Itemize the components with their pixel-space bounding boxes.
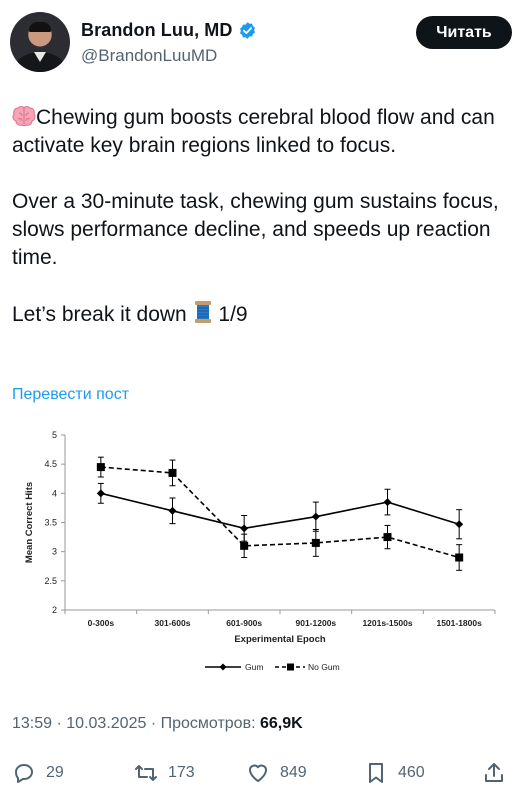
data-point-square [455,553,464,562]
x-tick-label: 301-600s [155,618,191,628]
data-point-diamond [383,498,392,507]
author-name-row: Brandon Luu, MD [81,20,257,41]
data-point-diamond [168,506,177,515]
data-point-diamond [311,512,320,521]
repost-count: 173 [168,764,195,781]
data-point-diamond [240,524,249,533]
thread-spool-emoji-icon [194,301,211,323]
meta-separator: · [56,715,62,732]
data-point-square [383,533,392,542]
avatar-shirt [16,52,64,72]
follow-button[interactable]: Читать [416,16,512,49]
share-button[interactable] [482,758,506,788]
chart-image[interactable]: 2 2.5 3 3.5 4 4.5 5 0-300s 301-600s 601-900s 901-1… [10,420,512,690]
views-count: 66,9K [259,715,303,732]
avatar[interactable] [10,12,70,72]
x-tick-label: 1201s-1500s [362,618,412,628]
heart-icon [249,764,267,782]
views-label: Просмотров: [160,715,256,732]
author-name[interactable]: Brandon Luu, MD [81,20,233,40]
series-line-1 [100,492,460,530]
avatar-collar [34,52,46,62]
x-tick-label: 1501-1800s [436,618,482,628]
y-axis-label: Mean Correct Hits [24,482,35,563]
x-tick-label: 601-900s [226,618,262,628]
bookmark-icon [369,763,383,783]
tweet-line-1: Chewing gum boosts cerebral blood flow a… [12,106,495,157]
tweet-paragraph-1: Chewing gum boosts cerebral blood flow a… [12,104,512,160]
like-button[interactable]: 849 [246,758,307,788]
repost-icon [135,765,157,781]
data-point-square [240,541,249,550]
y-tick-label: 2.5 [44,576,57,586]
share-icon [485,763,503,782]
tweet-text: Chewing gum boosts cerebral blood flow a… [12,104,512,357]
repost-button[interactable]: 173 [134,758,195,788]
tweet-line-2: Over a 30-minute task, chewing gum susta… [12,190,499,269]
legend-marker-no-gum [287,663,294,671]
tweet-paragraph-2: Over a 30-minute task, chewing gum susta… [12,188,512,272]
bookmark-count: 460 [398,764,425,781]
y-tick-label: 5 [52,430,57,440]
tweet-line-3: Let’s break it down [12,303,193,326]
data-point-square [96,463,105,472]
reply-count: 29 [46,764,64,781]
series-line-2 [100,466,460,559]
x-tick-label: 0-300s [88,618,115,628]
legend-label-gum: Gum [245,662,263,672]
reply-button[interactable]: 29 [12,758,64,788]
tweet-time[interactable]: 13:59 [12,715,53,732]
y-tick-label: 3.5 [44,518,57,528]
verified-badge-icon [240,22,256,39]
x-tick-label: 901-1200s [296,618,337,628]
y-tick-label: 4 [52,488,57,498]
legend-marker-gum [219,663,227,671]
legend-label-no-gum: No Gum [308,662,340,672]
brain-emoji-icon [12,106,36,127]
tweet-date[interactable]: 10.03.2025 [66,715,147,732]
data-point-diamond [96,489,105,498]
reply-icon [15,764,33,783]
y-tick-label: 2 [52,605,57,615]
tweet-meta: 13:59 · 10.03.2025 · Просмотров: 66,9K [12,715,303,733]
data-point-diamond [455,520,464,529]
data-point-square [311,538,320,547]
x-axis-label: Experimental Epoch [234,634,326,645]
tweet-header: Brandon Luu, MD @BrandonLuuMD Читать [10,12,512,74]
author-handle[interactable]: @BrandonLuuMD [81,46,218,65]
line-chart: 2 2.5 3 3.5 4 4.5 5 0-300s 301-600s 601-900s 901-1… [24,430,496,672]
tweet-thread-count: 1/9 [212,303,248,326]
avatar-hair [29,22,51,32]
action-bar: 29 173 849 460 [12,758,512,788]
y-tick-label: 3 [52,547,57,557]
meta-separator: · [150,715,157,732]
y-tick-label: 4.5 [44,459,57,469]
bookmark-button[interactable]: 460 [364,758,425,788]
data-point-square [168,468,177,477]
translate-post-link[interactable]: Перевести пост [12,386,130,403]
tweet-paragraph-3: Let’s break it down 1/9 [12,300,512,329]
like-count: 849 [280,764,307,781]
